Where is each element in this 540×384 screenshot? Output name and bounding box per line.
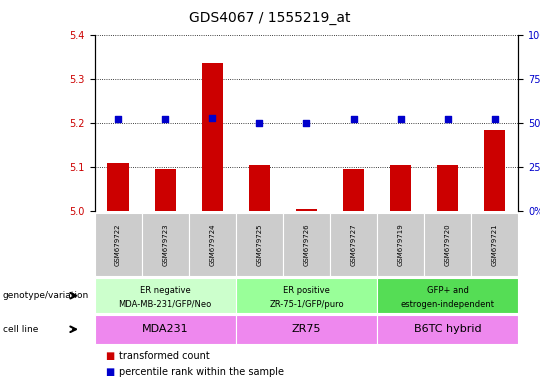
Bar: [471, 213, 518, 276]
Text: GSM679723: GSM679723: [162, 223, 168, 266]
Text: GFP+ and: GFP+ and: [427, 286, 469, 295]
Bar: [249, 165, 270, 211]
Bar: [94, 213, 141, 276]
Text: MDA-MB-231/GFP/Neo: MDA-MB-231/GFP/Neo: [118, 300, 212, 309]
Text: GDS4067 / 1555219_at: GDS4067 / 1555219_at: [189, 11, 351, 25]
Point: [443, 116, 452, 122]
Bar: [94, 315, 236, 344]
Text: estrogen-independent: estrogen-independent: [401, 300, 495, 309]
Text: GSM679719: GSM679719: [397, 223, 403, 266]
Text: GSM679725: GSM679725: [256, 223, 262, 266]
Bar: [141, 213, 188, 276]
Bar: [424, 213, 471, 276]
Bar: [377, 315, 518, 344]
Bar: [236, 278, 377, 313]
Point: [208, 114, 217, 121]
Point: [490, 116, 499, 122]
Text: GSM679720: GSM679720: [445, 223, 451, 266]
Bar: [377, 278, 518, 313]
Point: [396, 116, 405, 122]
Text: ZR75: ZR75: [292, 324, 321, 334]
Text: ■: ■: [105, 366, 114, 377]
Bar: [94, 278, 236, 313]
Point: [302, 120, 311, 126]
Text: MDA231: MDA231: [142, 324, 188, 334]
Bar: [283, 213, 330, 276]
Text: GSM679726: GSM679726: [303, 223, 309, 266]
Point: [114, 116, 123, 122]
Bar: [437, 165, 458, 211]
Point: [349, 116, 358, 122]
Bar: [330, 213, 377, 276]
Bar: [390, 165, 411, 211]
Text: genotype/variation: genotype/variation: [3, 291, 89, 300]
Bar: [154, 169, 176, 211]
Text: cell line: cell line: [3, 325, 38, 334]
Text: GSM679727: GSM679727: [350, 223, 356, 266]
Text: ER positive: ER positive: [283, 286, 330, 295]
Point: [161, 116, 170, 122]
Bar: [236, 213, 283, 276]
Text: GSM679721: GSM679721: [492, 223, 498, 266]
Text: ER negative: ER negative: [140, 286, 191, 295]
Bar: [188, 213, 236, 276]
Text: B6TC hybrid: B6TC hybrid: [414, 324, 482, 334]
Bar: [296, 209, 317, 211]
Text: GSM679722: GSM679722: [115, 223, 121, 266]
Text: percentile rank within the sample: percentile rank within the sample: [119, 366, 284, 377]
Bar: [484, 129, 505, 211]
Bar: [107, 162, 129, 211]
Point: [255, 120, 264, 126]
Text: transformed count: transformed count: [119, 351, 210, 361]
Text: ■: ■: [105, 351, 114, 361]
Bar: [343, 169, 364, 211]
Text: ZR-75-1/GFP/puro: ZR-75-1/GFP/puro: [269, 300, 344, 309]
Bar: [377, 213, 424, 276]
Bar: [201, 63, 223, 211]
Bar: [236, 315, 377, 344]
Text: GSM679724: GSM679724: [210, 223, 215, 266]
